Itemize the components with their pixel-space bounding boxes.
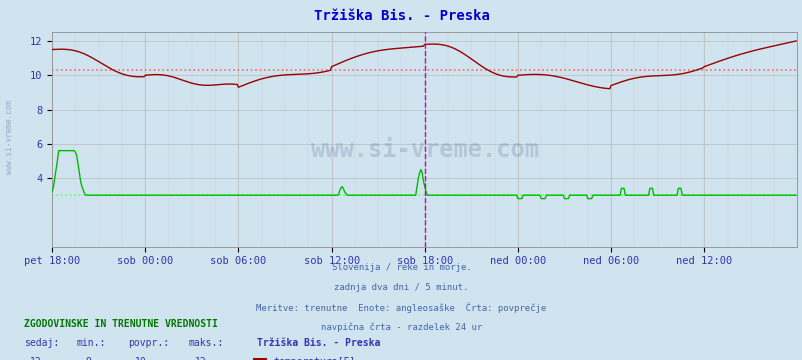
Text: 12: 12 bbox=[195, 357, 206, 360]
Text: min.:: min.: bbox=[76, 338, 106, 348]
Text: Meritve: trenutne  Enote: angleosaške  Črta: povprečje: Meritve: trenutne Enote: angleosaške Črt… bbox=[256, 302, 546, 313]
Text: 12: 12 bbox=[30, 357, 42, 360]
Text: ZGODOVINSKE IN TRENUTNE VREDNOSTI: ZGODOVINSKE IN TRENUTNE VREDNOSTI bbox=[24, 319, 217, 329]
Text: www.si-vreme.com: www.si-vreme.com bbox=[5, 100, 14, 174]
Text: Tržiška Bis. - Preska: Tržiška Bis. - Preska bbox=[257, 338, 380, 348]
Text: temperatura[F]: temperatura[F] bbox=[273, 357, 354, 360]
Text: Slovenija / reke in morje.: Slovenija / reke in morje. bbox=[331, 263, 471, 272]
Text: zadnja dva dni / 5 minut.: zadnja dva dni / 5 minut. bbox=[334, 283, 468, 292]
Text: www.si-vreme.com: www.si-vreme.com bbox=[310, 138, 538, 162]
Text: sedaj:: sedaj: bbox=[24, 338, 59, 348]
Text: maks.:: maks.: bbox=[188, 338, 224, 348]
Text: 10: 10 bbox=[135, 357, 146, 360]
Text: 9: 9 bbox=[85, 357, 91, 360]
Text: Tržiška Bis. - Preska: Tržiška Bis. - Preska bbox=[313, 9, 489, 23]
Text: povpr.:: povpr.: bbox=[128, 338, 169, 348]
Text: navpična črta - razdelek 24 ur: navpična črta - razdelek 24 ur bbox=[321, 322, 481, 332]
